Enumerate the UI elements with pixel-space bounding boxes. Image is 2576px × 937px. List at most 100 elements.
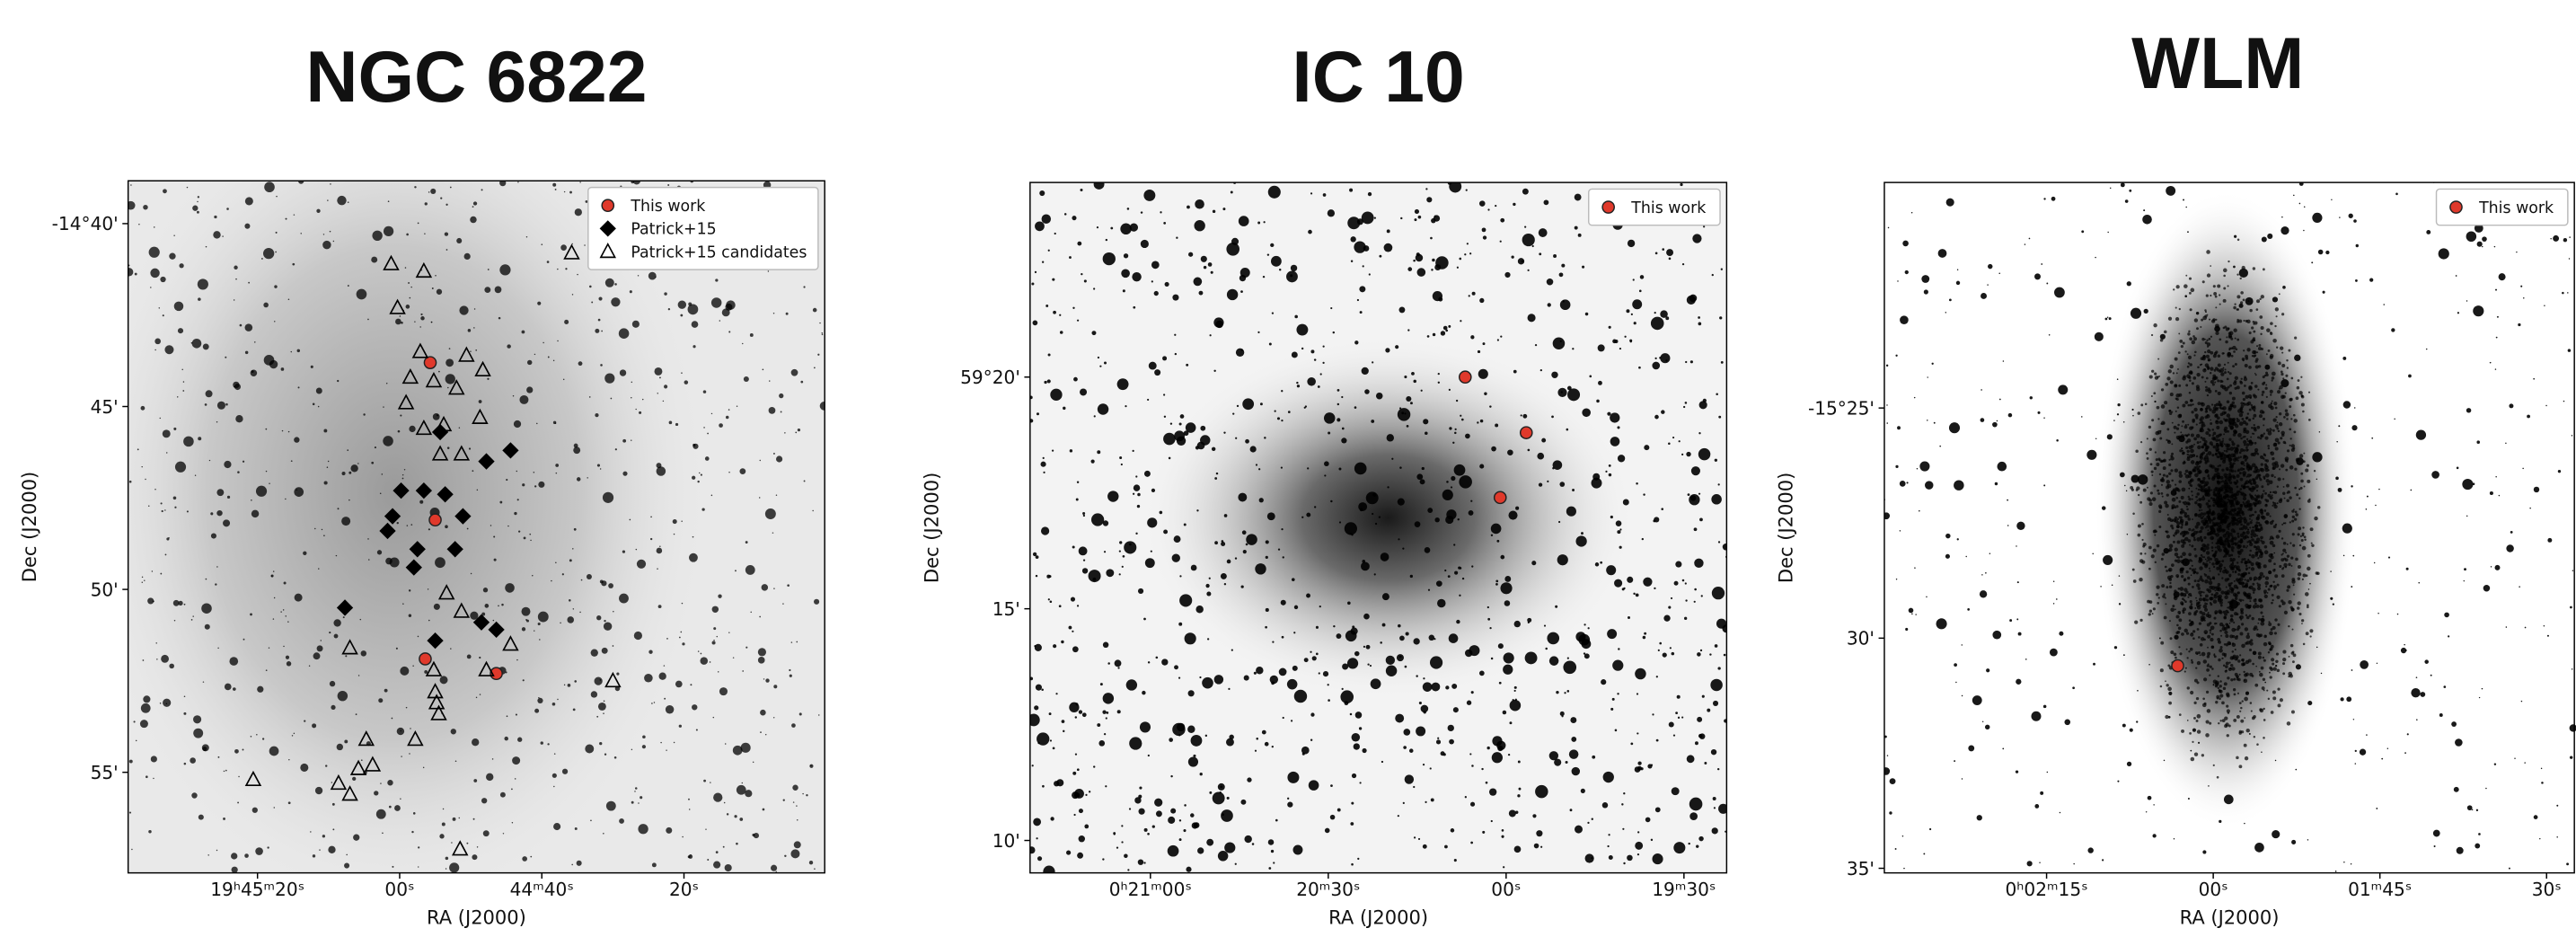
star <box>1240 800 1246 805</box>
star <box>555 464 559 467</box>
star <box>234 266 237 270</box>
star <box>1043 457 1045 459</box>
galaxy-star <box>2236 561 2238 563</box>
galaxy-star <box>2238 765 2242 768</box>
galaxy-star <box>2175 614 2179 618</box>
star <box>1121 825 1123 827</box>
galaxy-star <box>2147 438 2148 439</box>
galaxy-star <box>2219 403 2222 406</box>
star <box>750 333 754 337</box>
star <box>1654 588 1655 589</box>
galaxy-star <box>2242 582 2245 585</box>
galaxy-star <box>2189 292 2192 295</box>
star <box>534 472 535 473</box>
star <box>538 482 544 488</box>
galaxy-star <box>2300 473 2303 475</box>
star <box>1539 228 1548 237</box>
star <box>1395 714 1404 723</box>
galaxy-star <box>2231 667 2235 670</box>
galaxy-star <box>2234 693 2236 695</box>
star <box>1143 618 1146 621</box>
galaxy-star <box>2214 381 2216 383</box>
marker-circle <box>419 653 431 665</box>
star <box>383 436 393 446</box>
star <box>1672 437 1674 438</box>
galaxy-star <box>2286 418 2288 420</box>
galaxy-star <box>2245 627 2248 631</box>
galaxy-star <box>2188 528 2191 531</box>
star <box>577 274 578 275</box>
marker-circle <box>1602 201 1614 213</box>
galaxy-star <box>2259 671 2261 673</box>
star <box>1135 475 1137 477</box>
star <box>150 269 159 278</box>
galaxy-star <box>2178 646 2180 648</box>
star <box>291 460 293 462</box>
galaxy-star <box>2196 387 2200 391</box>
star <box>1341 438 1346 443</box>
star <box>791 369 798 376</box>
star <box>2457 467 2459 470</box>
galaxy-star <box>2187 353 2189 355</box>
star <box>590 820 592 822</box>
galaxy-star <box>2174 589 2176 592</box>
star <box>1685 582 1687 584</box>
galaxy-star <box>2156 585 2159 588</box>
star <box>1117 710 1121 713</box>
galaxy-star <box>2151 419 2154 421</box>
star <box>636 549 637 550</box>
star <box>1946 199 1954 207</box>
star <box>2046 283 2048 285</box>
galaxy-star <box>2291 710 2295 713</box>
star <box>466 843 468 844</box>
galaxy-star <box>2230 336 2233 339</box>
star <box>1361 562 1370 571</box>
star <box>197 211 199 214</box>
galaxy-star <box>2251 326 2254 329</box>
star <box>724 802 726 804</box>
galaxy-star <box>2194 501 2197 504</box>
galaxy-star <box>2233 688 2236 691</box>
star <box>1282 636 1284 639</box>
galaxy-star <box>2218 456 2219 458</box>
star <box>2213 684 2215 685</box>
star <box>1532 245 1534 247</box>
star <box>1651 317 1664 331</box>
star <box>1698 323 1702 326</box>
star <box>1609 855 1613 860</box>
galaxy-star <box>2175 552 2178 556</box>
star <box>274 285 277 287</box>
star <box>1360 508 1363 511</box>
star <box>2092 553 2093 554</box>
galaxy-star <box>2176 526 2179 528</box>
star <box>163 429 171 438</box>
star <box>433 413 440 420</box>
galaxy-star <box>2226 450 2228 453</box>
star <box>802 793 803 794</box>
galaxy-star <box>2240 381 2243 384</box>
star <box>242 748 243 750</box>
galaxy-star <box>2242 266 2245 270</box>
star <box>2174 838 2175 839</box>
galaxy-star <box>2232 650 2235 653</box>
star <box>1716 393 1718 395</box>
galaxy-star <box>2227 641 2231 646</box>
galaxy-star <box>2272 501 2274 503</box>
star <box>578 361 583 366</box>
star <box>514 512 516 515</box>
star <box>1221 573 1227 579</box>
star <box>1213 210 1215 213</box>
galaxy-star <box>2158 526 2161 528</box>
star <box>215 583 216 585</box>
galaxy-star <box>2186 506 2188 508</box>
star <box>1721 269 1723 270</box>
galaxy-star <box>2208 358 2211 362</box>
star <box>1316 626 1319 629</box>
galaxy-star <box>2226 336 2228 338</box>
galaxy-star <box>2196 531 2199 534</box>
galaxy-star <box>2226 705 2228 708</box>
galaxy-star <box>2190 403 2192 406</box>
star <box>1296 382 1298 384</box>
star <box>1265 742 1269 747</box>
star <box>723 846 725 848</box>
